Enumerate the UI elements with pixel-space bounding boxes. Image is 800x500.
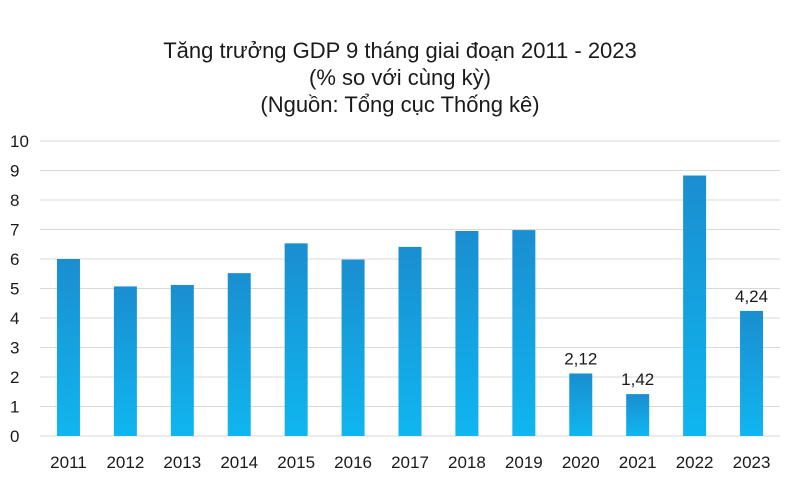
bar-2014 — [227, 273, 251, 436]
x-tick-label: 2016 — [334, 453, 372, 472]
chart-title-line-3: (Nguồn: Tổng cục Thống kê) — [260, 92, 539, 117]
bar-2022 — [683, 175, 707, 436]
x-tick-label: 2018 — [448, 453, 486, 472]
bar-2016 — [341, 259, 365, 436]
chart-title: Tăng trưởng GDP 9 tháng giai đoạn 2011 -… — [163, 38, 637, 117]
x-tick-label: 2015 — [277, 453, 315, 472]
bar-2021 — [626, 394, 650, 436]
x-tick-label: 2011 — [50, 453, 87, 472]
x-tick-label: 2013 — [163, 453, 201, 472]
y-tick-label: 5 — [10, 280, 19, 299]
x-axis-tick-labels: 2011 2012 2013 2014 2015 2016 2017 2018 2019 2020… — [50, 453, 770, 472]
y-tick-label: 9 — [10, 162, 19, 181]
y-tick-label: 4 — [10, 309, 19, 328]
data-label-2023: 4,24 — [735, 287, 768, 306]
y-tick-label: 6 — [10, 250, 19, 269]
y-tick-label: 8 — [10, 191, 19, 210]
x-tick-label: 2012 — [106, 453, 144, 472]
x-tick-label: 2023 — [733, 453, 771, 472]
chart-title-line-2: (% so với cùng kỳ) — [309, 65, 491, 90]
bar-2023 — [740, 310, 764, 436]
y-axis-tick-labels: 0 1 2 3 4 5 6 7 8 9 10 — [10, 132, 29, 446]
y-tick-label: 7 — [10, 221, 19, 240]
y-tick-label: 3 — [10, 339, 19, 358]
bar-2015 — [284, 243, 308, 436]
x-tick-label: 2020 — [562, 453, 600, 472]
y-tick-label: 2 — [10, 368, 19, 387]
data-label-2020: 2,12 — [564, 349, 597, 368]
data-label-2021: 1,42 — [621, 370, 654, 389]
x-tick-label: 2019 — [505, 453, 543, 472]
bar-2019 — [512, 230, 536, 436]
bar-2020 — [569, 373, 593, 436]
x-tick-label: 2021 — [619, 453, 657, 472]
chart-title-line-1: Tăng trưởng GDP 9 tháng giai đoạn 2011 -… — [163, 38, 637, 63]
bar-2012 — [113, 286, 137, 436]
bar-2011 — [56, 259, 80, 436]
bar-2017 — [398, 246, 422, 436]
bar-2018 — [455, 230, 479, 436]
bar-2013 — [170, 284, 194, 436]
x-tick-label: 2014 — [220, 453, 258, 472]
data-labels: 2,12 1,42 4,24 — [564, 287, 768, 389]
y-tick-label: 10 — [10, 132, 29, 151]
x-tick-label: 2017 — [391, 453, 429, 472]
bars — [56, 175, 764, 436]
x-tick-label: 2022 — [676, 453, 714, 472]
y-tick-label: 1 — [10, 398, 19, 417]
y-tick-label: 0 — [10, 427, 19, 446]
